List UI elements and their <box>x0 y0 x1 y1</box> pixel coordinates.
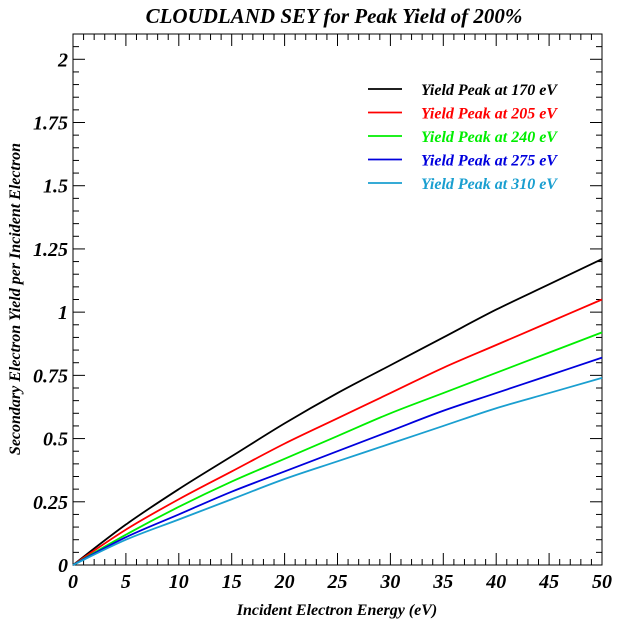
y-tick-label: 1.75 <box>33 113 68 135</box>
x-tick-label: 5 <box>121 571 131 593</box>
series-line-5 <box>72 377 603 566</box>
x-tick-label: 50 <box>592 571 612 593</box>
legend-label: Yield Peak at 240 eV <box>421 129 558 146</box>
y-axis-label: Secondary Electron Yield per Incident El… <box>7 143 24 455</box>
series-line-1 <box>72 258 603 566</box>
x-tick-label: 45 <box>538 571 559 593</box>
x-tick-label: 15 <box>222 571 242 593</box>
series-layer <box>72 258 603 566</box>
y-tick-label: 0.5 <box>43 429 68 451</box>
x-tick-label: 40 <box>485 571 506 593</box>
series-line-2 <box>72 298 603 566</box>
legend-label: Yield Peak at 275 eV <box>421 153 558 170</box>
y-tick-label: 2 <box>57 49 68 71</box>
chart-title: CLOUDLAND SEY for Peak Yield of 200% <box>146 4 523 28</box>
x-tick-label: 35 <box>432 571 453 593</box>
x-tick-label: 20 <box>274 571 295 593</box>
y-tick-label: 1.5 <box>43 176 68 198</box>
legend: Yield Peak at 170 eV Yield Peak at 205 eV… <box>368 82 558 193</box>
y-tick-label: 1.25 <box>33 239 68 261</box>
y-tick-label: 1 <box>58 302 68 324</box>
series-line-4 <box>72 356 603 566</box>
legend-label: Yield Peak at 310 eV <box>421 176 558 193</box>
x-tick-label: 10 <box>169 571 189 593</box>
series-line-3 <box>72 331 603 566</box>
x-tick-label: 25 <box>327 571 348 593</box>
x-tick-label: 0 <box>68 571 78 593</box>
y-tick-label: 0 <box>58 555 68 577</box>
y-tick-label: 0.25 <box>33 492 68 514</box>
legend-label: Yield Peak at 170 eV <box>421 82 558 99</box>
x-tick-label: 30 <box>379 571 400 593</box>
y-tick-label: 0.75 <box>33 365 68 387</box>
x-axis-label: Incident Electron Energy (eV) <box>236 602 437 619</box>
legend-label: Yield Peak at 205 eV <box>421 106 558 123</box>
axes: 0 5 10 15 20 25 30 35 40 45 50 0 0.25 0.5 0.75 1 1.25 1.5… <box>33 33 612 593</box>
